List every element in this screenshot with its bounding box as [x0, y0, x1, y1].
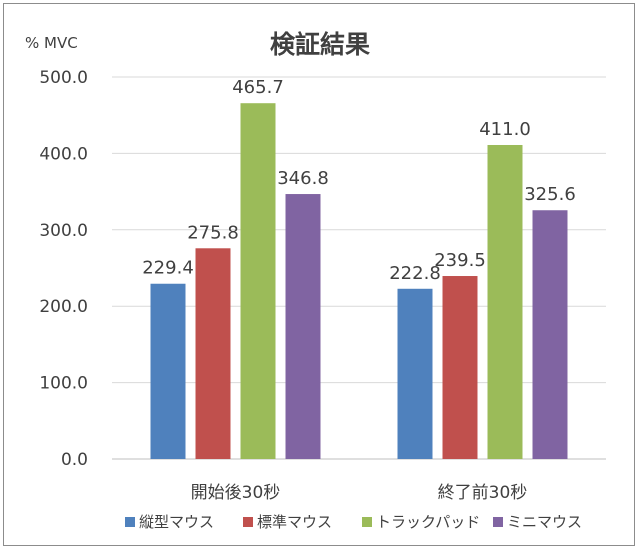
bar	[487, 144, 523, 459]
legend: 縦型マウス 標準マウス トラックパッド ミニマウス	[125, 513, 582, 531]
y-axis-label: % MVC	[25, 34, 78, 52]
legend-swatch	[362, 517, 372, 527]
data-label: 325.6	[524, 184, 576, 205]
data-label: 222.8	[389, 263, 441, 284]
legend-label: 標準マウス	[257, 513, 332, 531]
data-label: 239.5	[434, 250, 486, 271]
bar	[532, 210, 568, 459]
x-tick-labels: 開始後30秒 終了前30秒	[191, 483, 528, 503]
chart-title: 検証結果	[270, 30, 370, 59]
bar	[397, 288, 433, 459]
grid-lines	[112, 76, 606, 460]
legend-label: トラックパッド	[376, 513, 480, 531]
data-label: 411.0	[479, 119, 531, 140]
y-tick-label: 300.0	[39, 221, 88, 241]
legend-swatch	[243, 517, 253, 527]
y-tick-label: 400.0	[39, 144, 88, 164]
bar	[442, 276, 478, 459]
legend-swatch	[493, 517, 503, 527]
y-tick-labels: 0.0 100.0 200.0 300.0 400.0 500.0	[39, 68, 88, 470]
legend-label: 縦型マウス	[139, 513, 214, 531]
legend-label: ミニマウス	[507, 513, 582, 531]
x-tick-label: 開始後30秒	[191, 483, 281, 503]
data-label: 346.8	[277, 168, 329, 189]
bar	[150, 283, 186, 459]
y-tick-label: 500.0	[39, 68, 88, 88]
bar	[195, 248, 231, 459]
data-label: 275.8	[187, 222, 239, 243]
y-tick-label: 100.0	[39, 374, 88, 394]
bars	[150, 103, 568, 459]
x-tick-label: 終了前30秒	[438, 483, 528, 503]
data-label: 229.4	[142, 258, 194, 279]
bar	[285, 194, 321, 459]
y-tick-label: 0.0	[61, 450, 88, 470]
y-tick-label: 200.0	[39, 297, 88, 317]
legend-swatch	[125, 517, 135, 527]
data-label: 465.7	[232, 77, 284, 98]
bar	[240, 103, 276, 459]
